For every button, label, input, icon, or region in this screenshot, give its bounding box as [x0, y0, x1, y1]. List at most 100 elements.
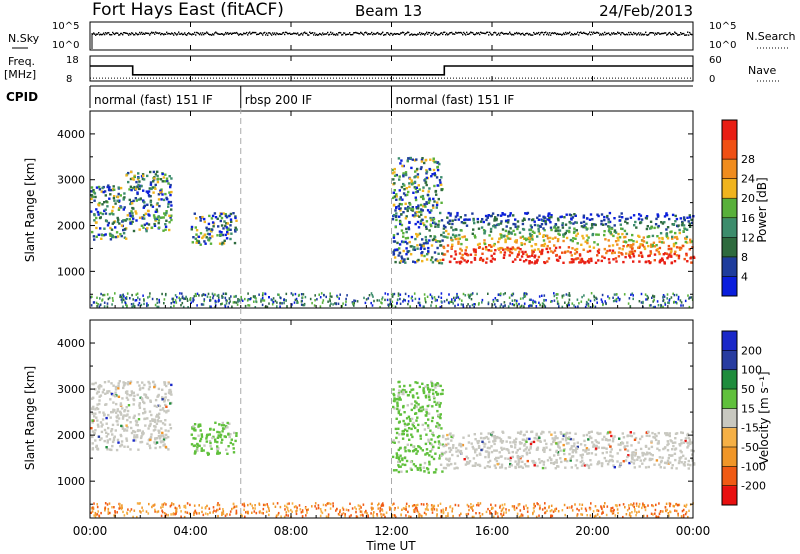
- scatter-cell: [587, 431, 591, 435]
- scatter-cell: [481, 252, 484, 255]
- noise-point: [578, 34, 580, 36]
- scatter-cell: [561, 251, 564, 254]
- scatter-cell: [569, 251, 572, 254]
- scatter-cell: [680, 431, 683, 434]
- noise-point: [194, 31, 196, 34]
- scatter-cell: [557, 259, 560, 262]
- scatter-cell: [95, 235, 98, 238]
- scatter-cell: [262, 299, 264, 302]
- noise-point: [409, 34, 411, 36]
- scatter-cell: [555, 442, 558, 445]
- scatter-cell: [226, 452, 229, 455]
- scatter-cell: [457, 218, 460, 221]
- noise-point: [532, 34, 534, 36]
- scatter-cell: [476, 243, 480, 246]
- scatter-cell: [149, 199, 153, 202]
- scatter-cell: [477, 439, 481, 443]
- noise-point: [498, 32, 500, 34]
- scatter-cell: [218, 507, 221, 510]
- scatter-cell: [193, 423, 197, 426]
- scatter-cell: [690, 218, 693, 222]
- scatter-cell: [184, 504, 187, 508]
- scatter-cell: [641, 451, 644, 455]
- noise-point: [618, 32, 620, 34]
- scatter-cell: [472, 509, 474, 512]
- scatter-cell: [101, 234, 104, 237]
- scatter-cell: [206, 433, 209, 436]
- scatter-cell: [161, 434, 165, 437]
- scatter-cell: [424, 205, 427, 208]
- scatter-cell: [359, 514, 362, 517]
- noise-point: [398, 33, 400, 35]
- scatter-cell: [397, 440, 401, 444]
- noise-sky-label: N.Sky: [8, 32, 40, 45]
- scatter-cell: [535, 261, 538, 264]
- scatter-cell: [300, 511, 303, 514]
- scatter-cell: [119, 445, 122, 448]
- scatter-cell: [626, 455, 629, 459]
- scatter-cell: [300, 300, 303, 303]
- noise-point: [395, 33, 397, 35]
- scatter-cell: [142, 178, 146, 181]
- scatter-cell: [499, 440, 502, 443]
- scatter-cell: [320, 292, 323, 295]
- scatter-cell: [557, 465, 560, 468]
- noise-point: [96, 33, 98, 35]
- scatter-cell: [471, 212, 474, 215]
- scatter-cell: [217, 434, 220, 437]
- scatter-cell: [224, 214, 228, 218]
- scatter-cell: [397, 470, 401, 474]
- scatter-cell: [285, 299, 287, 302]
- scatter-cell: [162, 176, 166, 179]
- scatter-cell: [599, 432, 602, 435]
- scatter-cell: [557, 444, 560, 447]
- scatter-cell: [132, 229, 136, 233]
- scatter-cell: [430, 304, 432, 307]
- scatter-cell: [227, 433, 230, 436]
- scatter-cell: [421, 209, 424, 212]
- scatter-cell: [408, 185, 411, 188]
- noise-point: [166, 31, 168, 33]
- scatter-cell: [542, 448, 545, 452]
- scatter-cell: [117, 387, 120, 390]
- scatter-cell: [164, 445, 168, 449]
- scatter-cell: [490, 245, 493, 248]
- scatter-cell: [658, 237, 661, 240]
- scatter-cell: [156, 174, 159, 178]
- scatter-cell: [518, 515, 521, 519]
- scatter-cell: [438, 454, 442, 458]
- noise-point: [427, 33, 429, 35]
- scatter-cell: [435, 176, 439, 179]
- scatter-cell: [105, 446, 108, 449]
- scatter-cell: [198, 504, 200, 507]
- noise-point: [146, 32, 148, 34]
- scatter-cell: [692, 462, 696, 465]
- scatter-cell: [426, 404, 429, 408]
- scatter-cell: [425, 202, 429, 205]
- scatter-cell: [523, 295, 526, 298]
- scatter-cell: [650, 245, 653, 248]
- scatter-cell: [508, 231, 511, 235]
- noise-point: [290, 33, 292, 35]
- scatter-cell: [399, 209, 402, 212]
- scatter-cell: [398, 433, 401, 436]
- scatter-cell: [493, 242, 496, 246]
- scatter-cell: [97, 303, 99, 306]
- scatter-cell: [397, 393, 401, 396]
- scatter-cell: [586, 217, 589, 220]
- scatter-cell: [140, 440, 144, 444]
- scatter-cell: [389, 303, 391, 306]
- scatter-cell: [553, 249, 557, 252]
- noise-point: [429, 32, 431, 34]
- scatter-cell: [342, 302, 344, 305]
- scatter-cell: [521, 466, 525, 469]
- scatter-cell: [652, 435, 655, 439]
- scatter-cell: [583, 261, 586, 265]
- scatter-cell: [115, 235, 118, 239]
- noise-point: [164, 33, 166, 35]
- scatter-cell: [163, 512, 166, 515]
- scatter-cell: [628, 507, 630, 510]
- scatter-cell: [148, 444, 151, 447]
- scatter-cell: [412, 248, 415, 251]
- scatter-cell: [400, 255, 403, 258]
